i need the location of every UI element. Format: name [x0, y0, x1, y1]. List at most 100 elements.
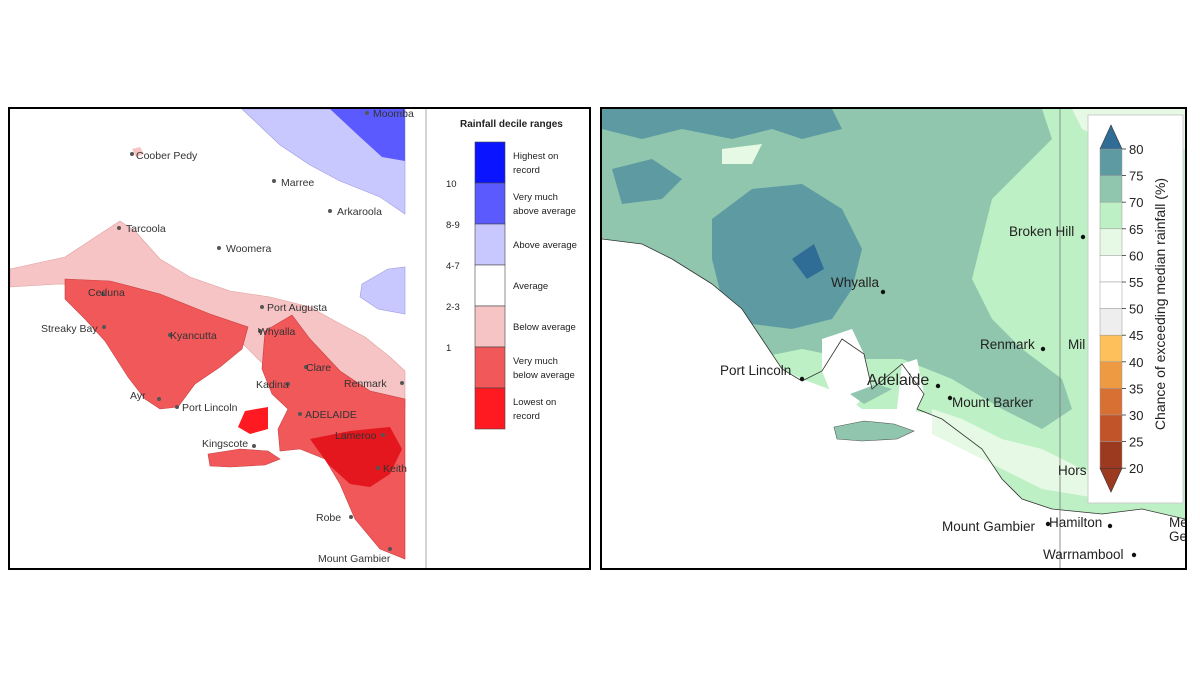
colorbar-tick-label: 75: [1129, 169, 1143, 184]
kangaroo-island: [207, 448, 281, 468]
colorbar-tick-label: 50: [1129, 302, 1143, 317]
legend-label: Very much: [513, 356, 558, 367]
place-label-whyalla: Whyalla: [258, 326, 296, 338]
place-label-coober-pedy: Coober Pedy: [136, 150, 198, 162]
chance-60-region-south-east: [932, 409, 1122, 499]
lowest-on-record-region: [310, 427, 402, 487]
place-label-mil: Mil: [1068, 337, 1085, 352]
gulf-st-vincent: [897, 359, 924, 419]
place-label-keith: Keith: [383, 463, 407, 475]
place-label-port-lincoln: Port Lincoln: [182, 402, 238, 414]
place-label-marree: Marree: [281, 177, 314, 189]
legend-swatch: [474, 305, 506, 348]
kangaroo-island: [833, 420, 915, 442]
place-label-clare: Clare: [306, 362, 331, 374]
colorbar-segment: [1099, 441, 1123, 469]
place-label-moomba: Moomba: [373, 109, 414, 120]
colorbar-segment: [1099, 148, 1123, 176]
place-label-tarcoola: Tarcoola: [126, 223, 166, 235]
spencer-gulf: [822, 329, 872, 409]
colorbar-bottom-arrow: [1099, 467, 1123, 493]
colorbar-segment: [1099, 255, 1123, 283]
place-label-streaky-bay: Streaky Bay: [41, 323, 98, 335]
place-label-ge: Ge: [1169, 529, 1185, 544]
place-label-me: Me: [1169, 515, 1185, 530]
legend-label-line2: record: [513, 411, 540, 422]
rainfall-decile-legend: Rainfall decile ranges Highest on record V…: [446, 119, 577, 430]
place-markers: [101, 111, 404, 551]
place-label-whyalla: Whyalla: [831, 275, 880, 290]
colorbar-segment: [1099, 175, 1123, 203]
colorbar-tick-label: 35: [1129, 381, 1143, 396]
place-label-ceduna: Ceduna: [88, 287, 125, 299]
rainfall-decile-map-panel: Moomba Coober Pedy Marree Arkaroola Tarc…: [8, 107, 591, 570]
colorbar-tick-label: 20: [1129, 461, 1143, 476]
place-label-robe: Robe: [316, 512, 341, 524]
legend-decile-label: 10: [446, 179, 457, 190]
colorbar: 80 75 70 65 60 55 50 45 40 35 30 25 20: [1099, 124, 1143, 493]
legend-label: Highest on: [513, 151, 558, 162]
place-label-port-augusta: Port Augusta: [267, 302, 327, 314]
place-label-hamilton: Hamilton: [1049, 515, 1102, 530]
colorbar-tick-label: 60: [1129, 248, 1143, 263]
median-rainfall-chance-map: Broken Hill Whyalla Renmark Mil Port Lin…: [602, 109, 1185, 568]
legend-swatch: [474, 346, 506, 389]
chance-75-region-central: [712, 184, 862, 329]
ocean-region: [602, 239, 1185, 568]
legend-decile-label: 1: [446, 343, 451, 354]
above-average-region-e: [359, 266, 406, 315]
colorbar-tick-label: 65: [1129, 222, 1143, 237]
place-label-broken-hill: Broken Hill: [1009, 224, 1074, 239]
rainfall-decile-map: Moomba Coober Pedy Marree Arkaroola Tarc…: [10, 109, 589, 568]
coastline: [602, 238, 1185, 520]
colorbar-segment: [1099, 334, 1123, 363]
legend-swatch: [474, 223, 506, 266]
colorbar-segment: [1099, 228, 1123, 256]
place-label-mount-gambier: Mount Gambier: [942, 519, 1036, 534]
coober-pedy-patch: [132, 147, 144, 157]
legend-decile-label: 2-3: [446, 302, 460, 313]
colorbar-label: Chance of exceeding median rainfall (%): [1152, 178, 1168, 430]
legend-swatch: [474, 387, 506, 430]
place-markers: [799, 234, 1137, 558]
legend-label: Average: [513, 281, 548, 292]
eyre-peninsula-region: [64, 278, 249, 410]
yorke-tip: [850, 384, 892, 404]
place-label-ayr: Ayr: [130, 390, 146, 402]
place-label-warrnambool: Warrnambool: [1043, 547, 1124, 562]
place-label-arkaroola: Arkaroola: [337, 206, 382, 218]
place-label-mount-barker: Mount Barker: [952, 395, 1034, 410]
colorbar-segment: [1099, 281, 1123, 309]
place-label-mount-gambier: Mount Gambier: [318, 553, 391, 565]
colorbar-segment: [1099, 201, 1123, 230]
legend-decile-label: 8-9: [446, 220, 460, 231]
legend-swatch: [474, 264, 506, 307]
very-much-above-region: [330, 109, 405, 161]
place-label-kingscote: Kingscote: [202, 438, 248, 450]
place-label-renmark: Renmark: [980, 337, 1035, 352]
legend-label-line2: record: [513, 165, 540, 176]
place-label-kadina: Kadina: [256, 379, 289, 391]
colorbar-segment: [1099, 414, 1123, 442]
legend-label: Very much: [513, 192, 558, 203]
place-label-hors: Hors: [1058, 463, 1087, 478]
colorbar-tick-label: 55: [1129, 275, 1143, 290]
colorbar-tick-label: 30: [1129, 408, 1143, 423]
place-label-adelaide: Adelaide: [867, 372, 929, 389]
median-rainfall-chance-map-panel: Broken Hill Whyalla Renmark Mil Port Lin…: [600, 107, 1187, 570]
legend-swatch: [474, 141, 506, 184]
colorbar-tick-label: 25: [1129, 435, 1143, 450]
colorbar-segment: [1099, 388, 1123, 416]
place-label-renmark: Renmark: [344, 378, 387, 390]
place-label-lameroo: Lameroo: [335, 430, 377, 442]
chance-80-region: [792, 244, 824, 279]
chance-75-region-north: [602, 109, 842, 139]
legend-swatch: [474, 182, 506, 225]
legend-label: Above average: [513, 240, 577, 251]
chance-60-patch: [722, 144, 762, 164]
legend-label: Lowest on: [513, 397, 556, 408]
legend-decile-label: 4-7: [446, 261, 460, 272]
colorbar-tick-label: 80: [1129, 142, 1143, 157]
legend-label-line2: above average: [513, 206, 576, 217]
place-label-woomera: Woomera: [226, 243, 271, 255]
